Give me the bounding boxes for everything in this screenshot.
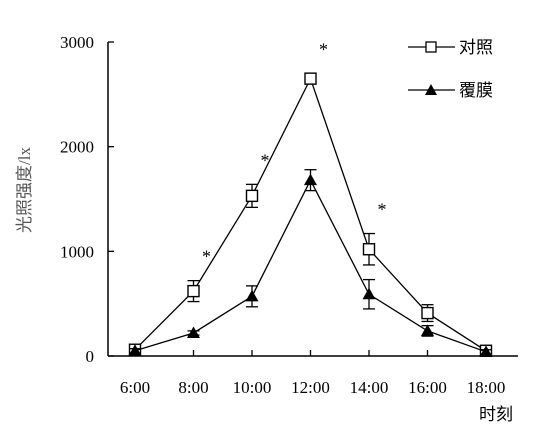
x-axis-label: 时刻 xyxy=(479,405,513,424)
y-tick-label-2: 2000 xyxy=(60,138,94,157)
annotations: * * * * xyxy=(202,39,387,266)
significance-marker-0: * xyxy=(202,247,211,267)
data-point-1-6 xyxy=(479,345,493,357)
x-ticks: 6:00 8:00 10:00 12:00 14:00 16:00 18:00 xyxy=(120,350,505,397)
x-tick-label-4: 14:00 xyxy=(350,378,389,397)
data-point-1-4 xyxy=(362,287,376,300)
data-point-1-0 xyxy=(128,344,142,356)
legend-marker-control xyxy=(425,41,437,53)
data-point-1-5 xyxy=(421,324,434,336)
y-ticks: 0 1000 2000 3000 xyxy=(60,33,114,366)
y-tick-label-0: 0 xyxy=(86,347,95,366)
legend-marker-film xyxy=(425,84,437,95)
data-point-0-1 xyxy=(187,284,200,298)
significance-marker-1: * xyxy=(261,150,270,170)
x-tick-label-1: 8:00 xyxy=(178,378,208,397)
significance-marker-2: * xyxy=(319,39,328,59)
series-group xyxy=(128,72,493,357)
series-1 xyxy=(128,169,493,357)
y-tick-label-3: 3000 xyxy=(60,33,94,52)
data-point-0-4 xyxy=(362,243,376,256)
series-0 xyxy=(128,72,493,357)
x-tick-label-3: 12:00 xyxy=(291,378,330,397)
legend-item-film: 覆膜 xyxy=(408,81,493,100)
significance-marker-3: * xyxy=(378,200,387,220)
data-point-1-1 xyxy=(187,326,200,338)
legend-label-film: 覆膜 xyxy=(459,81,493,100)
data-point-0-3 xyxy=(304,72,317,85)
y-tick-label-1: 1000 xyxy=(60,242,94,261)
data-point-1-2 xyxy=(245,289,259,302)
legend: 对照 覆膜 xyxy=(408,38,493,100)
x-tick-label-6: 18:00 xyxy=(467,378,506,397)
data-point-0-5 xyxy=(421,306,434,320)
data-point-1-3 xyxy=(304,173,317,186)
legend-label-control: 对照 xyxy=(459,38,493,57)
x-tick-label-0: 6:00 xyxy=(120,378,150,397)
y-axis-label: 光照强度/lx xyxy=(15,147,34,233)
legend-item-control: 对照 xyxy=(408,38,493,57)
data-point-0-2 xyxy=(245,189,259,203)
x-tick-label-5: 16:00 xyxy=(408,378,447,397)
x-tick-label-2: 10:00 xyxy=(233,378,272,397)
